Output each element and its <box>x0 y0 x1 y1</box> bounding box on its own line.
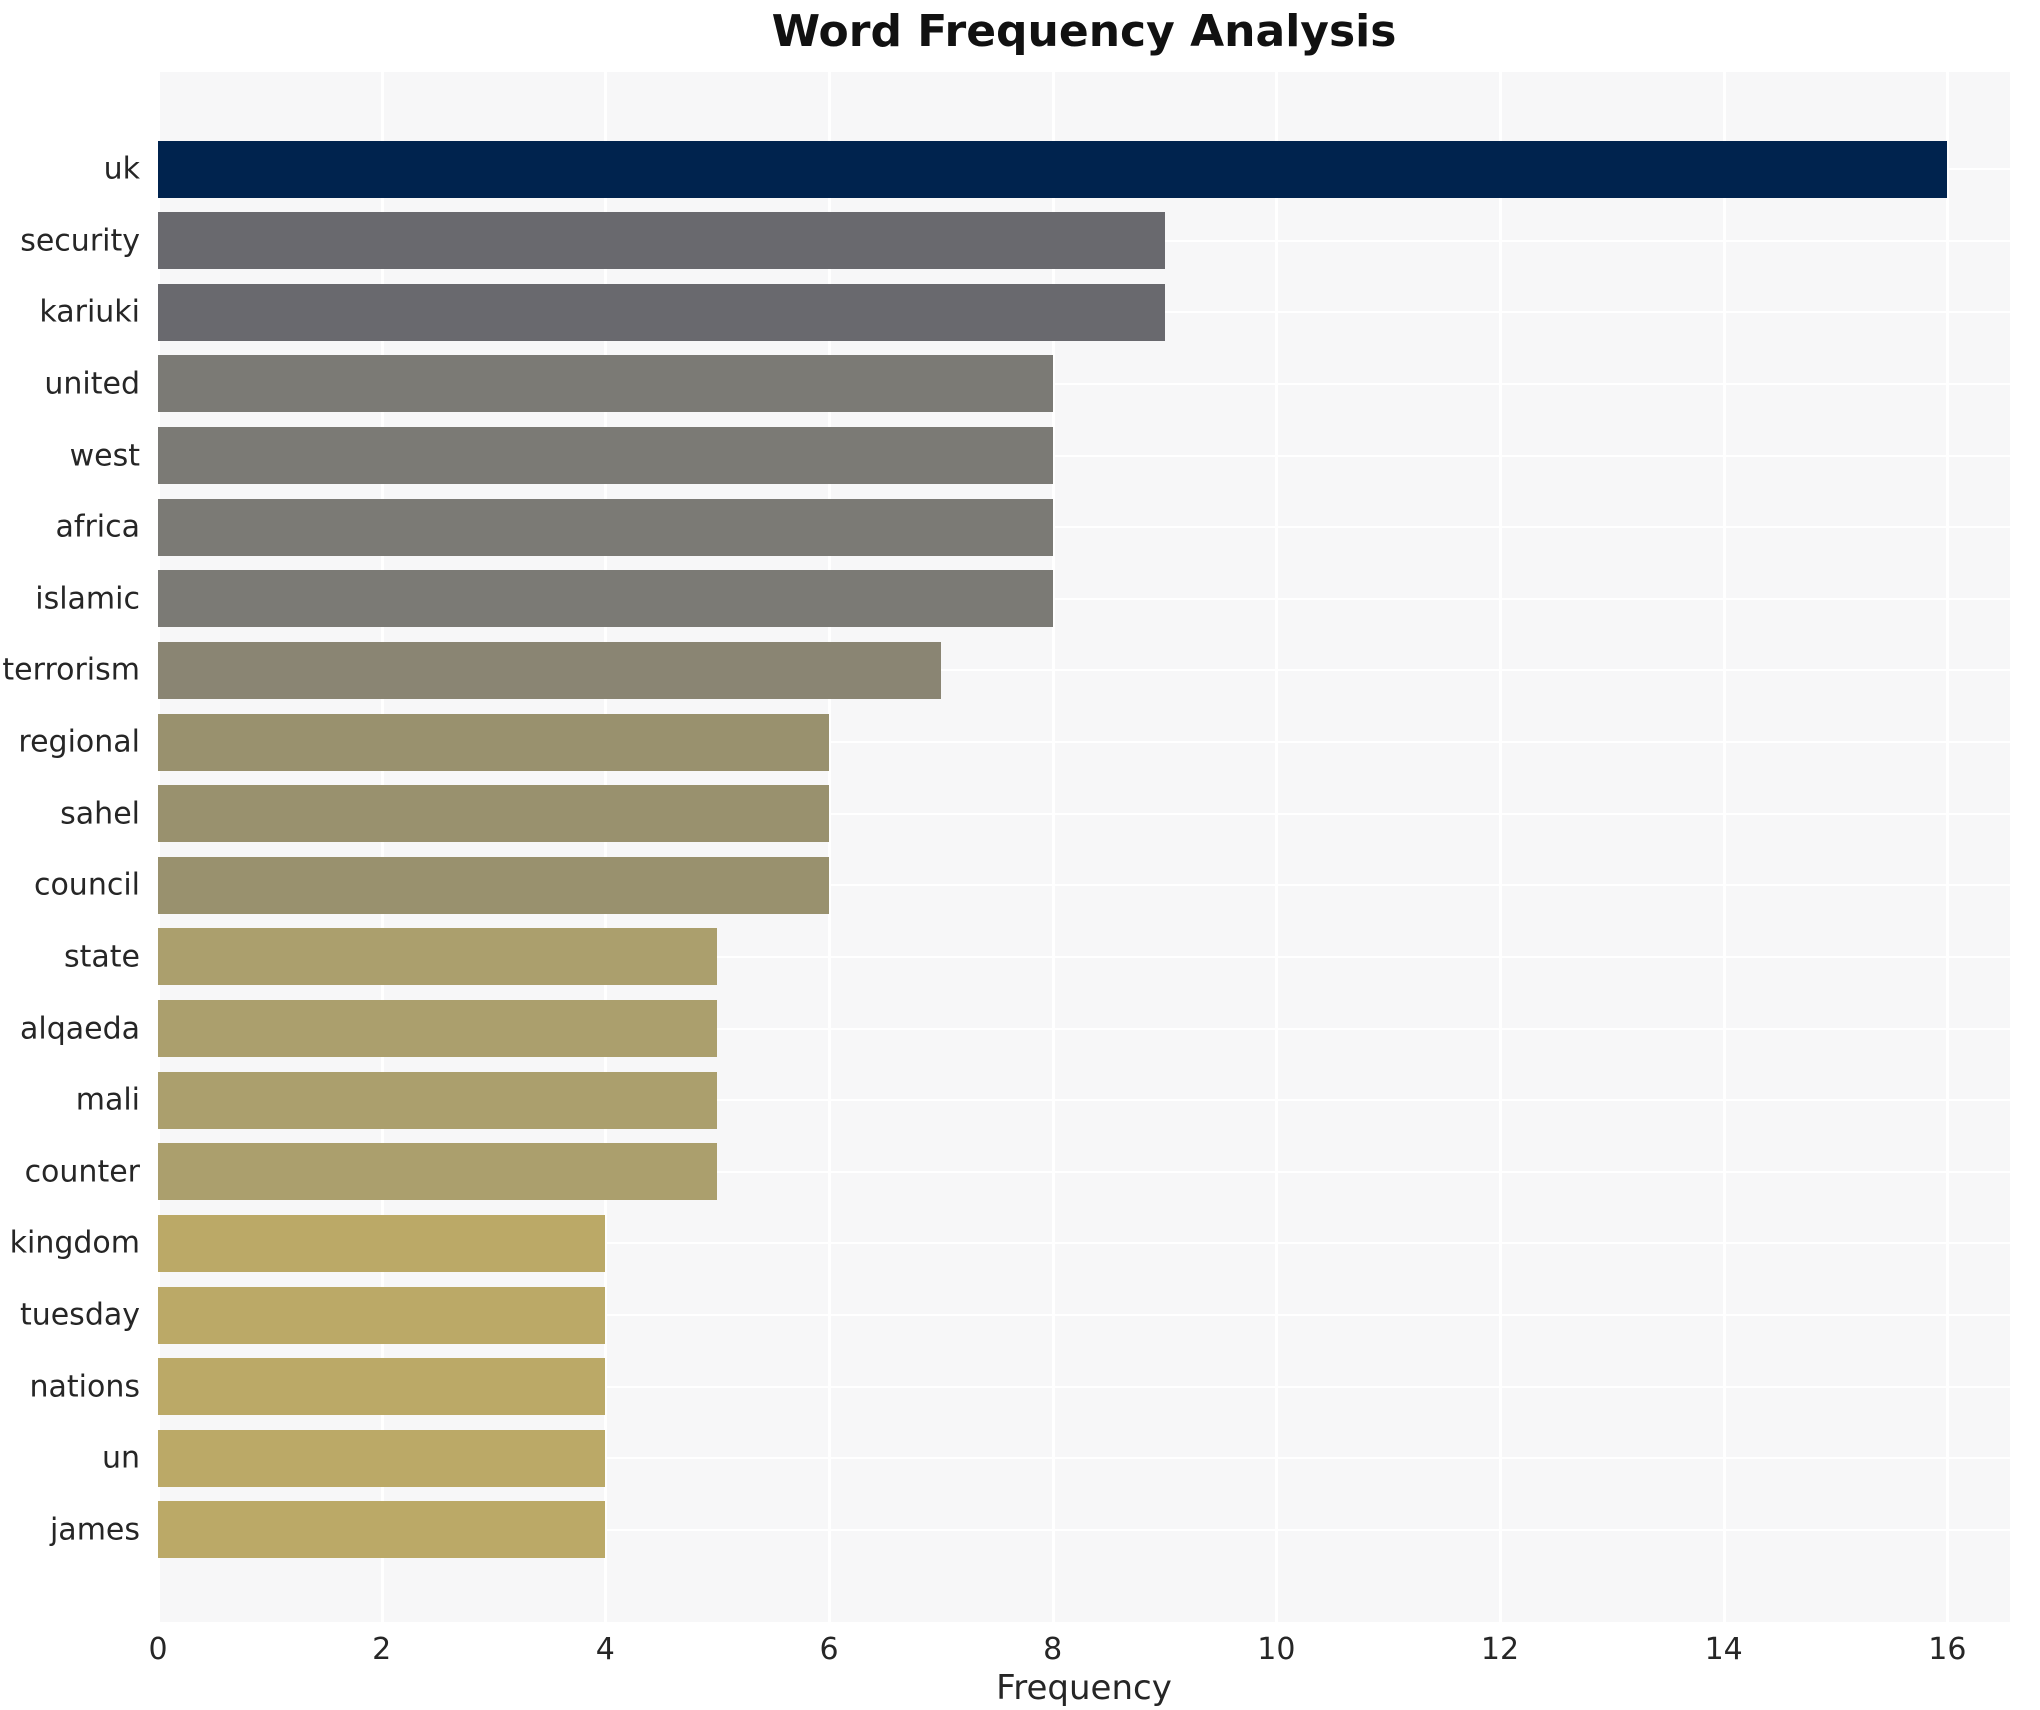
y-label-regional: regional <box>18 724 140 760</box>
gridline-y-africa <box>158 526 2010 529</box>
y-label-terrorism: terrorism <box>2 652 140 688</box>
x-tick-16: 16 <box>1928 1632 1967 1667</box>
x-tick-12: 12 <box>1480 1632 1520 1667</box>
plot-area <box>157 72 2010 1622</box>
bar-islamic <box>158 570 1053 628</box>
bar-kingdom <box>158 1214 606 1272</box>
bar-council <box>158 856 829 914</box>
bar-mali <box>158 1071 718 1129</box>
gridline-y-islamic <box>158 597 2010 600</box>
y-label-security: security <box>20 223 140 259</box>
y-label-west: west <box>69 438 140 474</box>
chart-title: Word Frequency Analysis <box>771 6 1397 57</box>
gridline-x-12 <box>1499 72 1503 1622</box>
gridline-y-state <box>158 955 2010 958</box>
bar-alqaeda <box>158 1000 718 1058</box>
y-label-africa: africa <box>55 509 141 545</box>
gridline-x-16 <box>1946 72 1950 1622</box>
gridline-x-14 <box>1722 72 1726 1622</box>
gridline-y-tuesday <box>158 1314 2010 1317</box>
bar-kariuki <box>158 283 1165 341</box>
y-label-un: un <box>101 1440 140 1476</box>
bar-uk <box>158 140 1948 198</box>
y-label-mali: mali <box>75 1082 140 1118</box>
bar-united <box>158 355 1053 413</box>
bar-nations <box>158 1358 606 1416</box>
gridline-x-10 <box>1275 72 1279 1622</box>
y-label-kariuki: kariuki <box>39 294 140 330</box>
bar-terrorism <box>158 641 941 699</box>
gridline-x-2 <box>380 72 384 1622</box>
y-label-tuesday: tuesday <box>19 1297 140 1333</box>
x-tick-4: 4 <box>595 1632 615 1667</box>
y-label-kingdom: kingdom <box>9 1225 140 1261</box>
gridline-y-kingdom <box>158 1242 2010 1245</box>
gridline-y-sahel <box>158 812 2010 815</box>
y-label-nations: nations <box>29 1369 141 1405</box>
bar-tuesday <box>158 1286 606 1344</box>
y-label-islamic: islamic <box>35 581 140 617</box>
x-tick-2: 2 <box>372 1632 392 1667</box>
bar-sahel <box>158 785 829 843</box>
gridline-y-council <box>158 884 2010 887</box>
y-label-council: council <box>33 867 140 903</box>
x-tick-10: 10 <box>1257 1632 1296 1667</box>
gridline-y-regional <box>158 741 2010 744</box>
gridline-x-0 <box>157 72 160 1622</box>
bar-james <box>158 1501 606 1559</box>
x-axis-title: Frequency <box>996 1668 1172 1708</box>
gridline-x-8 <box>1051 72 1055 1622</box>
bar-africa <box>158 498 1053 556</box>
gridline-y-un <box>158 1457 2010 1460</box>
y-label-state: state <box>64 939 140 975</box>
gridline-x-4 <box>604 72 608 1622</box>
bar-security <box>158 212 1165 270</box>
x-tick-6: 6 <box>819 1632 839 1667</box>
y-label-alqaeda: alqaeda <box>19 1011 140 1047</box>
gridline-x-6 <box>828 72 831 1622</box>
gridline-y-nations <box>158 1385 2010 1388</box>
gridline-y-counter <box>158 1170 2010 1173</box>
bar-state <box>158 928 718 986</box>
gridline-y-united <box>158 382 2010 385</box>
gridline-y-terrorism <box>158 669 2010 672</box>
x-tick-8: 8 <box>1043 1632 1063 1667</box>
gridline-y-james <box>158 1528 2010 1531</box>
gridline-y-alqaeda <box>158 1027 2010 1030</box>
y-label-sahel: sahel <box>60 796 140 832</box>
y-label-counter: counter <box>24 1154 140 1190</box>
gridline-y-west <box>158 454 2010 457</box>
bar-west <box>158 427 1053 485</box>
x-tick-14: 14 <box>1704 1632 1743 1667</box>
x-tick-0: 0 <box>148 1632 168 1667</box>
bar-un <box>158 1429 606 1487</box>
gridline-y-mali <box>158 1099 2010 1102</box>
y-axis-labels: uk security kariuki united west africa islamic… <box>0 72 148 1622</box>
y-label-uk: uk <box>103 151 140 187</box>
y-label-united: united <box>44 366 140 402</box>
y-label-james: james <box>49 1512 140 1548</box>
bar-counter <box>158 1143 718 1201</box>
x-axis-ticks: 0 2 4 6 8 10 12 14 16 <box>148 1632 2010 1672</box>
bar-regional <box>158 713 829 771</box>
